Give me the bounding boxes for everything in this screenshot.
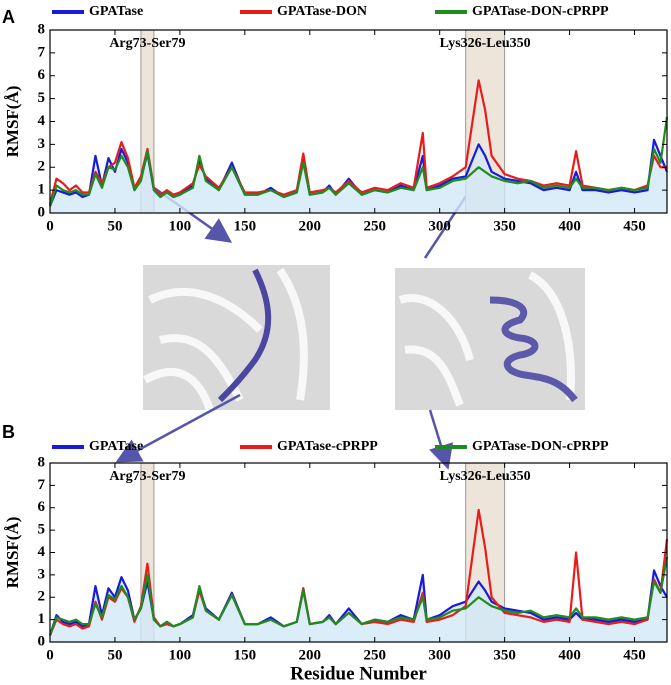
y-axis-label: RMSF(Å) — [3, 86, 22, 158]
series-line — [48, 556, 669, 636]
y-tick-label: 2 — [38, 589, 46, 605]
y-tick-label: 6 — [38, 499, 46, 515]
y-tick-label: 1 — [38, 182, 46, 198]
legend-label: GPATase-DON — [277, 4, 367, 19]
y-tick-label: 7 — [38, 44, 46, 60]
x-tick-label: 250 — [363, 218, 386, 234]
x-tick-label: 400 — [558, 218, 581, 234]
series-line — [48, 79, 667, 205]
y-tick-label: 8 — [38, 454, 46, 470]
x-tick-label: 250 — [363, 647, 386, 663]
y-tick-label: 5 — [38, 522, 46, 538]
area-fill — [50, 139, 667, 213]
x-tick-label: 50 — [107, 218, 122, 234]
ribbon-highlight — [489, 296, 578, 403]
x-tick-label: 300 — [428, 647, 451, 663]
x-tick-label: 350 — [493, 218, 516, 234]
x-tick-label: 50 — [107, 647, 122, 663]
x-tick-label: 200 — [299, 218, 322, 234]
y-tick-label: 2 — [38, 159, 46, 175]
x-tick-label: 0 — [46, 218, 54, 234]
y-tick-label: 7 — [38, 477, 46, 493]
ribbon-highlight — [217, 268, 272, 403]
annotation: Arg73-Ser79 — [109, 469, 185, 484]
panel-label: B — [2, 422, 15, 442]
arrow — [115, 393, 241, 463]
y-tick-label: 6 — [38, 67, 46, 83]
x-tick-label: 300 — [428, 218, 451, 234]
y-tick-label: 4 — [38, 113, 46, 129]
y-tick-label: 1 — [38, 611, 46, 627]
panel-label: A — [2, 7, 15, 27]
legend-label: GPATase — [89, 4, 143, 19]
annotation: Lys326-Leu350 — [440, 469, 531, 484]
y-tick-label: 0 — [38, 204, 46, 220]
arrow — [428, 409, 454, 470]
legend-label: GPATase-DON-cPRPP — [472, 4, 609, 19]
y-tick-label: 0 — [38, 633, 46, 649]
x-tick-label: 150 — [234, 647, 257, 663]
structure-images — [143, 265, 585, 412]
x-tick-label: 100 — [169, 218, 192, 234]
structure-right — [395, 268, 585, 410]
x-tick-label: 0 — [46, 647, 54, 663]
ribbon — [398, 271, 575, 407]
x-axis-label: Residue Number — [290, 663, 427, 684]
x-tick-label: 200 — [299, 647, 322, 663]
legend-label: GPATase — [89, 439, 143, 454]
legend-label: GPATase-DON-cPRPP — [472, 439, 609, 454]
y-tick-label: 5 — [38, 90, 46, 106]
y-axis-label: RMSF(Å) — [3, 517, 22, 589]
y-tick-label: 3 — [38, 136, 46, 152]
x-tick-label: 350 — [493, 647, 516, 663]
ribbon — [143, 267, 308, 412]
annotation: Lys326-Leu350 — [440, 36, 531, 51]
x-tick-label: 100 — [169, 647, 192, 663]
annotation: Arg73-Ser79 — [109, 36, 185, 51]
area-fill — [50, 570, 667, 642]
x-tick-label: 400 — [558, 647, 581, 663]
y-tick-label: 8 — [38, 21, 46, 37]
y-tick-label: 3 — [38, 566, 46, 582]
y-tick-label: 4 — [38, 544, 46, 560]
x-tick-label: 150 — [234, 218, 257, 234]
x-tick-label: 450 — [623, 647, 646, 663]
x-tick-label: 450 — [623, 218, 646, 234]
series-line — [48, 116, 669, 207]
legend-label: GPATase-cPRPP — [277, 439, 378, 454]
